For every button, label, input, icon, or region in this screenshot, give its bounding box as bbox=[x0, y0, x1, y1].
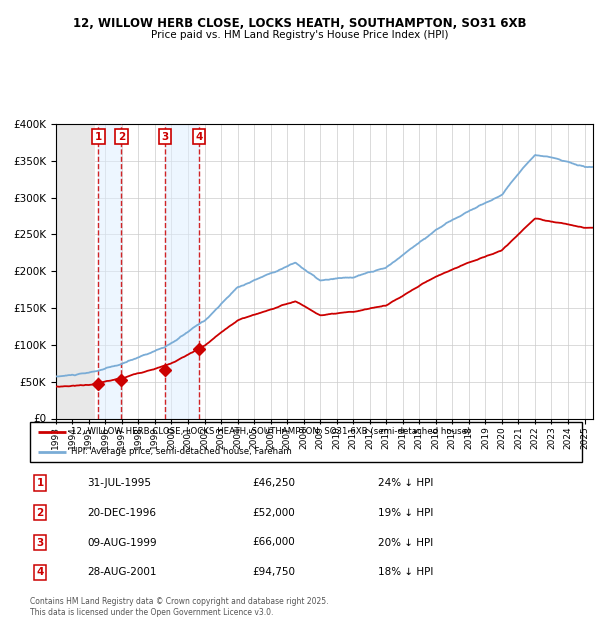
Text: 12, WILLOW HERB CLOSE, LOCKS HEATH, SOUTHAMPTON, SO31 6XB: 12, WILLOW HERB CLOSE, LOCKS HEATH, SOUT… bbox=[73, 17, 527, 30]
Text: Price paid vs. HM Land Registry's House Price Index (HPI): Price paid vs. HM Land Registry's House … bbox=[151, 30, 449, 40]
Text: 3: 3 bbox=[161, 131, 169, 141]
Text: Contains HM Land Registry data © Crown copyright and database right 2025.
This d: Contains HM Land Registry data © Crown c… bbox=[30, 598, 329, 617]
Text: 20% ↓ HPI: 20% ↓ HPI bbox=[378, 538, 433, 547]
Text: 1: 1 bbox=[95, 131, 102, 141]
Bar bbox=[98, 124, 121, 418]
Text: £66,000: £66,000 bbox=[252, 538, 295, 547]
Text: 18% ↓ HPI: 18% ↓ HPI bbox=[378, 567, 433, 577]
Text: 19% ↓ HPI: 19% ↓ HPI bbox=[378, 508, 433, 518]
Text: £52,000: £52,000 bbox=[252, 508, 295, 518]
Text: 31-JUL-1995: 31-JUL-1995 bbox=[87, 478, 151, 488]
Text: 09-AUG-1999: 09-AUG-1999 bbox=[87, 538, 157, 547]
Text: £46,250: £46,250 bbox=[252, 478, 295, 488]
Text: 28-AUG-2001: 28-AUG-2001 bbox=[87, 567, 157, 577]
Text: 3: 3 bbox=[37, 538, 44, 547]
Bar bbox=[165, 124, 199, 418]
Text: 24% ↓ HPI: 24% ↓ HPI bbox=[378, 478, 433, 488]
Text: 20-DEC-1996: 20-DEC-1996 bbox=[87, 508, 156, 518]
Text: 2: 2 bbox=[118, 131, 125, 141]
Text: 1: 1 bbox=[37, 478, 44, 488]
Text: HPI: Average price, semi-detached house, Fareham: HPI: Average price, semi-detached house,… bbox=[71, 447, 292, 456]
Bar bbox=[56, 124, 95, 418]
Text: 2: 2 bbox=[37, 508, 44, 518]
Text: 4: 4 bbox=[37, 567, 44, 577]
Text: £94,750: £94,750 bbox=[252, 567, 295, 577]
Text: 12, WILLOW HERB CLOSE, LOCKS HEATH, SOUTHAMPTON, SO31 6XB (semi-detached house): 12, WILLOW HERB CLOSE, LOCKS HEATH, SOUT… bbox=[71, 427, 470, 436]
Text: 4: 4 bbox=[195, 131, 203, 141]
